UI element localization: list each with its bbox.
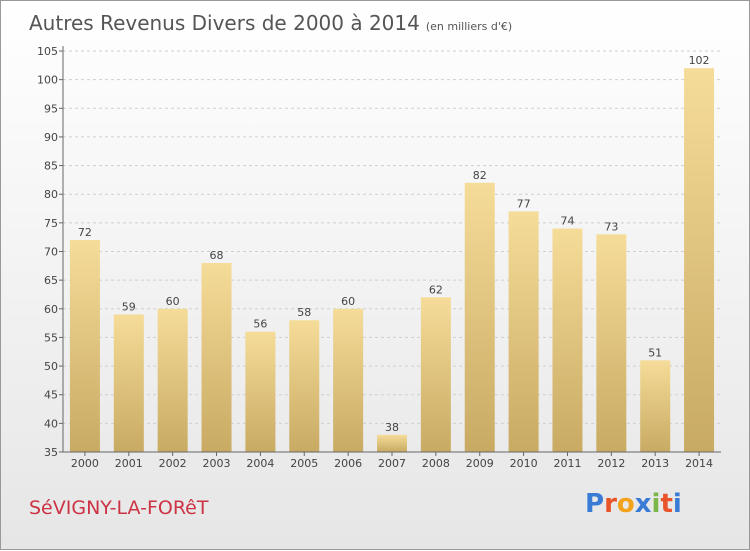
value-label: 77 bbox=[517, 197, 531, 210]
y-tick-label: 100 bbox=[37, 74, 58, 87]
x-tick-label: 2009 bbox=[466, 457, 494, 470]
x-tick-label: 2006 bbox=[334, 457, 362, 470]
logo-letter: x bbox=[634, 489, 652, 519]
y-tick-label: 60 bbox=[44, 303, 58, 316]
y-tick-label: 55 bbox=[44, 331, 58, 344]
y-tick-label: 65 bbox=[44, 274, 58, 287]
bar bbox=[157, 308, 188, 452]
bar bbox=[333, 308, 364, 452]
x-tick-label: 2004 bbox=[246, 457, 274, 470]
y-tick-label: 35 bbox=[44, 446, 58, 459]
y-tick-label: 80 bbox=[44, 188, 58, 201]
x-tick-label: 2005 bbox=[290, 457, 318, 470]
bar bbox=[684, 68, 715, 452]
logo-letter: P bbox=[585, 489, 605, 519]
y-tick-label: 75 bbox=[44, 217, 58, 230]
value-label: 82 bbox=[473, 169, 487, 182]
bar bbox=[201, 262, 232, 452]
bar bbox=[596, 234, 627, 452]
value-label: 58 bbox=[297, 306, 311, 319]
value-label: 59 bbox=[122, 301, 136, 314]
y-tick-label: 105 bbox=[37, 45, 58, 58]
x-tick-label: 2003 bbox=[203, 457, 231, 470]
x-tick-labels: 2000 2001 2002 2003 2004 2005 2006 2007 2008 2009… bbox=[71, 457, 713, 470]
x-tick-label: 2007 bbox=[378, 457, 406, 470]
logo-letter: r bbox=[604, 489, 617, 519]
bar bbox=[245, 331, 276, 452]
x-tick-label: 2001 bbox=[115, 457, 143, 470]
value-label: 73 bbox=[604, 220, 618, 233]
x-tick-label: 2000 bbox=[71, 457, 99, 470]
logo-letter: i bbox=[672, 489, 682, 519]
value-label: 72 bbox=[78, 226, 92, 239]
logo-letter: i bbox=[651, 489, 661, 519]
value-label: 68 bbox=[210, 249, 224, 262]
value-labels: 72 59 60 68 56 58 60 38 62 82 77 74 73 51 102 bbox=[78, 54, 710, 434]
value-label: 102 bbox=[689, 54, 710, 67]
logo-letter: t bbox=[660, 489, 673, 519]
x-tick-label: 2008 bbox=[422, 457, 450, 470]
chart-subtitle: (en milliers d'€) bbox=[425, 20, 513, 33]
x-tick-label: 2013 bbox=[641, 457, 669, 470]
value-label: 51 bbox=[648, 346, 662, 359]
place-name: SéVIGNY-LA-FORêT bbox=[29, 497, 209, 519]
x-tick-label: 2011 bbox=[553, 457, 581, 470]
y-tick-label: 45 bbox=[44, 389, 58, 402]
bar bbox=[289, 320, 320, 452]
y-tick-label: 40 bbox=[44, 417, 58, 430]
bar bbox=[420, 297, 451, 452]
y-tick-label: 70 bbox=[44, 246, 58, 259]
bar bbox=[640, 360, 671, 452]
bar bbox=[508, 211, 539, 452]
bar bbox=[377, 434, 407, 452]
bar bbox=[69, 240, 100, 452]
y-tick-labels: 35 40 45 50 55 60 65 70 75 80 85 90 95 100 105 bbox=[37, 45, 58, 459]
bar bbox=[113, 314, 144, 452]
chart-title: Autres Revenus Divers de 2000 à 2014 (en … bbox=[29, 11, 512, 35]
x-tick-label: 2010 bbox=[510, 457, 538, 470]
value-label: 56 bbox=[253, 318, 267, 331]
value-label: 38 bbox=[385, 421, 399, 434]
chart-title-text: Autres Revenus Divers de 2000 à 2014 bbox=[29, 11, 420, 35]
logo-letter: o bbox=[616, 489, 635, 519]
y-tick-label: 95 bbox=[44, 102, 58, 115]
axes bbox=[62, 46, 721, 453]
x-tick-label: 2002 bbox=[159, 457, 187, 470]
value-label: 60 bbox=[341, 295, 355, 308]
value-label: 62 bbox=[429, 283, 443, 296]
bar bbox=[464, 182, 495, 452]
bar bbox=[552, 228, 583, 452]
bars bbox=[69, 68, 715, 456]
y-tick-label: 50 bbox=[44, 360, 58, 373]
y-tick-label: 90 bbox=[44, 131, 58, 144]
y-tick-label: 85 bbox=[44, 160, 58, 173]
value-label: 74 bbox=[560, 215, 574, 228]
proxiti-logo[interactable]: Proxiti bbox=[585, 489, 682, 519]
x-tick-label: 2012 bbox=[597, 457, 625, 470]
value-label: 60 bbox=[166, 295, 180, 308]
x-tick-label: 2014 bbox=[685, 457, 713, 470]
